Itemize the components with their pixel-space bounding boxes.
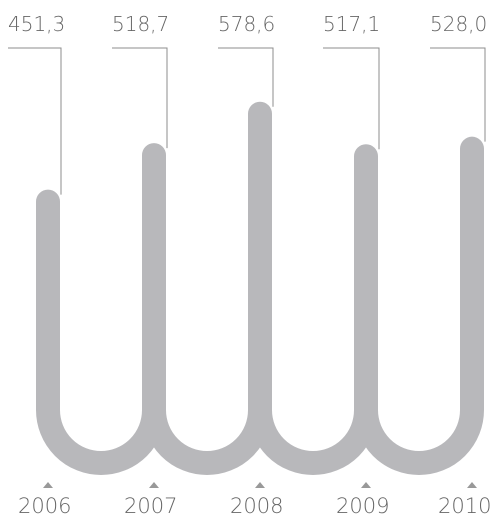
bar-shape — [36, 101, 484, 475]
value-labels: 451,3 518,7 578,6 517,1 528,0 — [8, 12, 487, 36]
connected-bars — [36, 101, 484, 475]
tick-label-2007: 2007 — [124, 494, 177, 518]
value-label-2008: 578,6 — [218, 12, 275, 36]
tick-label-2009: 2009 — [336, 494, 389, 518]
year-marker-2010 — [467, 482, 477, 488]
leader-line-2006 — [8, 47, 62, 195]
leader-line-2009 — [323, 47, 380, 150]
value-leaders — [8, 47, 486, 195]
year-marker-2009 — [361, 482, 371, 488]
value-label-2009: 517,1 — [323, 12, 380, 36]
value-label-2007: 518,7 — [112, 12, 169, 36]
leader-line-2007 — [112, 47, 168, 149]
value-label-2006: 451,3 — [8, 12, 65, 36]
value-label-2010: 528,0 — [430, 12, 487, 36]
leader-line-2010 — [430, 47, 486, 142]
tick-label-2006: 2006 — [18, 494, 71, 518]
year-labels: 2006 2007 2008 2009 2010 — [18, 494, 490, 518]
year-marker-2008 — [255, 482, 265, 488]
tick-label-2010: 2010 — [438, 494, 490, 518]
tick-label-2008: 2008 — [230, 494, 283, 518]
leader-line-2008 — [218, 47, 274, 107]
year-marker-2006 — [43, 482, 53, 488]
year-marker-2007 — [149, 482, 159, 488]
year-markers — [43, 482, 477, 488]
